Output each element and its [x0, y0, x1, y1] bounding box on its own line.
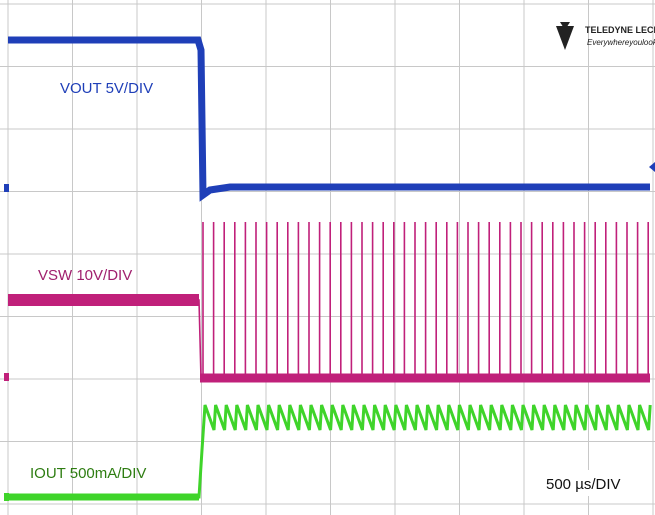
traces	[4, 36, 655, 501]
logo-icon	[556, 22, 574, 50]
iout-trace	[8, 404, 652, 499]
vsw-trace	[8, 222, 650, 379]
logo-brand: TELEDYNE LECROY	[585, 25, 655, 35]
channel-marker	[4, 184, 9, 192]
logo-tagline: Everywhereyoulook	[587, 38, 655, 47]
vout-trace	[8, 36, 650, 202]
vsw-label: VSW 10V/DIV	[38, 267, 132, 284]
vout-label: VOUT 5V/DIV	[60, 80, 153, 97]
logo: TELEDYNE LECROY Everywhereyoulook	[556, 22, 655, 50]
iout-label: IOUT 500mA/DIV	[30, 465, 146, 482]
channel-marker	[4, 493, 9, 501]
timebase-box	[538, 470, 642, 496]
timebase-label: 500 µs/DIV	[546, 476, 621, 493]
channel-marker	[4, 373, 9, 381]
offset-marker	[649, 162, 655, 172]
